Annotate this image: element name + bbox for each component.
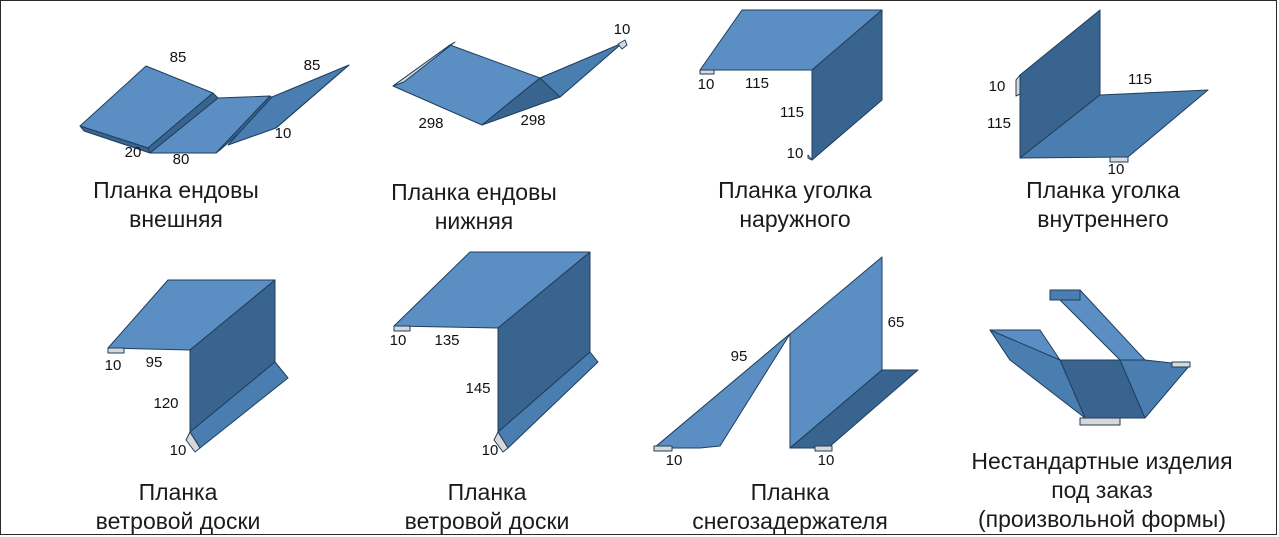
caption-line: Планка ендовы bbox=[391, 179, 557, 205]
dimension-label: 10 bbox=[105, 357, 122, 374]
dimension-label: 10 bbox=[275, 125, 292, 142]
caption-line: наружного bbox=[739, 206, 851, 232]
valley-outer-drawing bbox=[79, 64, 350, 154]
snow-guard-drawing bbox=[653, 256, 919, 452]
dimension-label: 135 bbox=[434, 332, 459, 349]
dimension-label: 145 bbox=[465, 380, 490, 397]
dimension-label: 10 bbox=[482, 442, 499, 459]
dimension-label: 298 bbox=[520, 112, 545, 129]
dimension-label: 80 bbox=[173, 151, 190, 168]
wind-board-1-drawing bbox=[107, 279, 289, 453]
dimension-label: 10 bbox=[614, 21, 631, 38]
caption-wind-board-1: Планка ветровой доски bbox=[96, 478, 261, 536]
dimension-label: 65 bbox=[888, 314, 905, 331]
caption-line: под заказ bbox=[1051, 477, 1153, 503]
dimension-label: 10 bbox=[390, 332, 407, 349]
corner-inner-drawing bbox=[1015, 9, 1209, 163]
dimension-label: 10 bbox=[818, 452, 835, 469]
dimension-label: 95 bbox=[731, 348, 748, 365]
caption-custom-profile: Нестандартные изделия под заказ (произво… bbox=[971, 447, 1232, 534]
caption-corner-inner: Планка уголка внутреннего bbox=[1026, 176, 1180, 234]
caption-line: Планка bbox=[138, 479, 218, 505]
caption-corner-outer: Планка уголка наружного bbox=[718, 176, 872, 234]
caption-line: внешняя bbox=[129, 206, 223, 232]
dimension-label: 20 bbox=[125, 144, 142, 161]
dimension-label: 115 bbox=[1128, 71, 1152, 88]
dimension-labels: 85 85 10 20 80 10 298 298 10 115 115 10 10 115 115 10 10… bbox=[105, 21, 1152, 469]
dimension-label: 10 bbox=[787, 145, 804, 162]
corner-outer-drawing bbox=[699, 9, 883, 161]
valley-lower-drawing bbox=[392, 39, 628, 126]
dimension-label: 85 bbox=[170, 49, 187, 66]
dimension-label: 10 bbox=[989, 78, 1006, 95]
dimension-label: 95 bbox=[146, 354, 163, 371]
caption-snow-guard: Планка снегозадержателя bbox=[692, 478, 888, 536]
dimension-label: 85 bbox=[304, 57, 321, 74]
caption-line: внутреннего bbox=[1037, 206, 1169, 232]
caption-wind-board-2: Планка ветровой доски bbox=[405, 478, 570, 536]
caption-line: Планка bbox=[447, 479, 527, 505]
dimension-label: 115 bbox=[987, 115, 1011, 132]
dimension-label: 10 bbox=[666, 452, 683, 469]
wind-board-2-drawing bbox=[393, 251, 599, 453]
caption-line: ветровой доски bbox=[95, 508, 261, 534]
caption-line: Планка bbox=[750, 479, 830, 505]
caption-line: ветровой доски bbox=[404, 508, 570, 534]
caption-line: (произвольной формы) bbox=[978, 506, 1226, 532]
dimension-label: 10 bbox=[1108, 161, 1125, 178]
caption-line: снегозадержателя bbox=[692, 508, 888, 534]
dimension-label: 115 bbox=[780, 104, 804, 121]
caption-line: Планка ендовы bbox=[93, 177, 259, 203]
dimension-label: 298 bbox=[418, 115, 443, 132]
caption-line: Нестандартные изделия bbox=[971, 448, 1233, 474]
caption-line: Планка уголка bbox=[1026, 177, 1180, 203]
caption-valley-lower: Планка ендовы нижняя bbox=[391, 178, 557, 236]
caption-line: Планка уголка bbox=[718, 177, 872, 203]
custom-profile-drawing bbox=[989, 289, 1191, 426]
caption-line: нижняя bbox=[434, 208, 514, 234]
dimension-label: 10 bbox=[170, 442, 187, 459]
dimension-label: 120 bbox=[153, 395, 178, 412]
dimension-label: 115 bbox=[745, 75, 769, 92]
caption-valley-outer: Планка ендовы внешняя bbox=[93, 176, 259, 234]
dimension-label: 10 bbox=[698, 76, 715, 93]
